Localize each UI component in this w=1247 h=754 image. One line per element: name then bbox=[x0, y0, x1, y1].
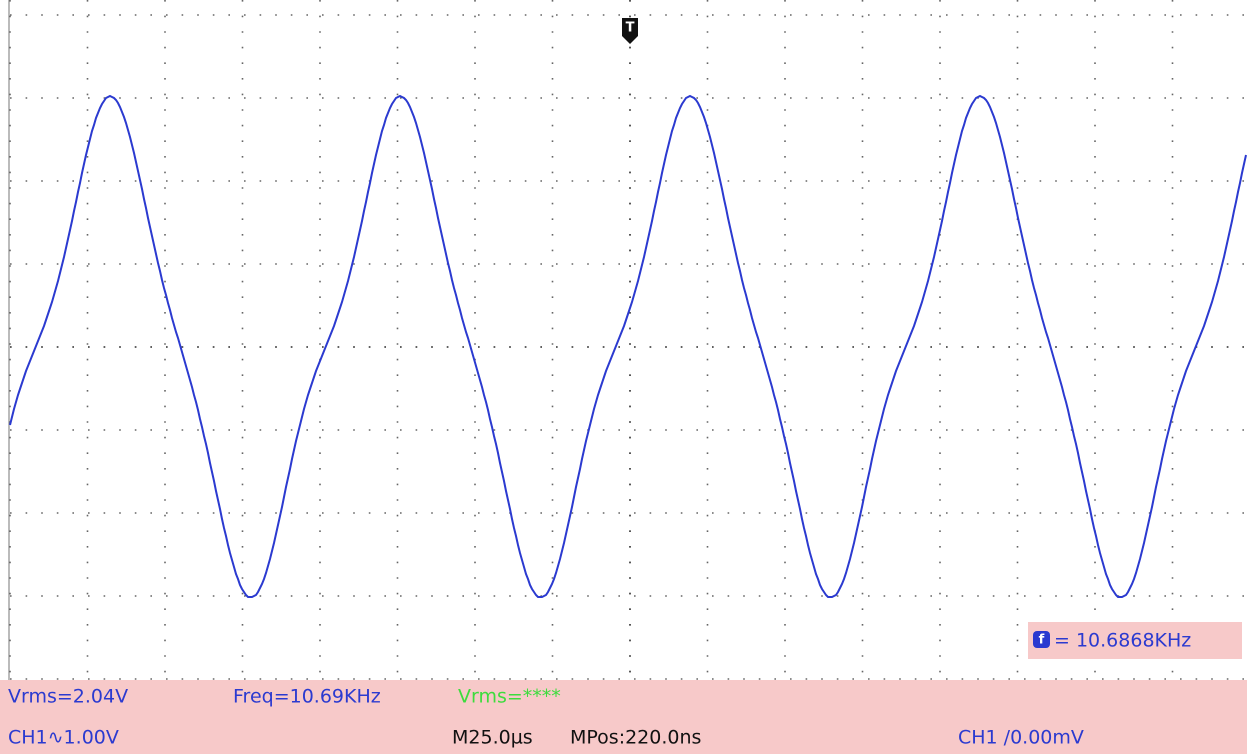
vrms-readout-2: Vrms=**** bbox=[458, 686, 561, 708]
measurement-box bbox=[1028, 622, 1242, 659]
measurement-icon bbox=[1033, 631, 1050, 648]
channel-scale: CH1∿1.00V bbox=[8, 727, 119, 749]
freq-readout: Freq=10.69KHz bbox=[233, 686, 381, 708]
plot-area bbox=[0, 0, 1247, 680]
measurement-value: = 10.6868KHz bbox=[1054, 630, 1191, 652]
measurement-icon-label: f bbox=[1039, 633, 1045, 648]
trigger-marker: T bbox=[622, 18, 638, 44]
time-base: M25.0µs bbox=[452, 727, 533, 749]
trigger-level: CH1 /0.00mV bbox=[958, 727, 1084, 749]
main-position: MPos:220.0ns bbox=[570, 727, 701, 749]
vrms-readout: Vrms=2.04V bbox=[8, 686, 128, 708]
trigger-label: T bbox=[626, 21, 635, 36]
status-bar bbox=[0, 680, 1247, 754]
waveform bbox=[9, 94, 1247, 598]
grid bbox=[9, 0, 1247, 680]
